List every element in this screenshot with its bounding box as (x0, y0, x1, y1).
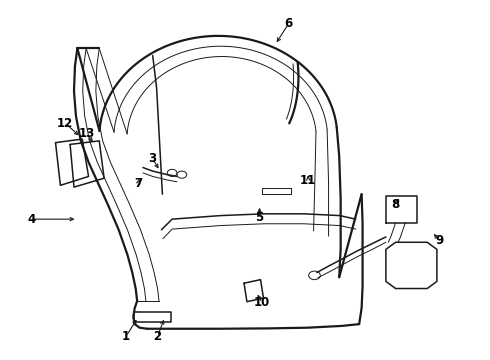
Text: 2: 2 (153, 330, 162, 343)
Text: 6: 6 (285, 17, 293, 30)
Text: 13: 13 (79, 127, 95, 140)
Text: 7: 7 (134, 177, 142, 190)
Text: 4: 4 (27, 213, 35, 226)
Text: 12: 12 (57, 117, 74, 130)
Text: 11: 11 (300, 174, 316, 186)
Text: 1: 1 (122, 330, 130, 343)
Text: 9: 9 (435, 234, 443, 247)
Text: 5: 5 (255, 211, 264, 224)
Text: 8: 8 (392, 198, 400, 211)
Text: 10: 10 (254, 296, 270, 309)
Text: 3: 3 (148, 152, 157, 165)
